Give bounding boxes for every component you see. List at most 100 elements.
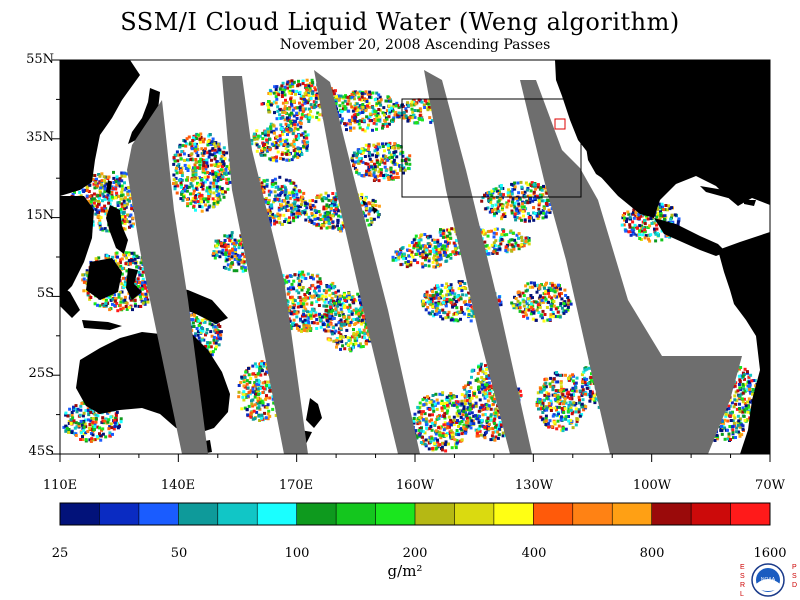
cloud-pixel <box>219 178 223 181</box>
cloud-pixel <box>127 251 131 255</box>
cloud-pixel <box>272 100 276 104</box>
cloud-pixel <box>290 306 294 309</box>
cloud-pixel <box>268 102 272 106</box>
cloud-pixel <box>310 84 314 88</box>
cloud-pixel <box>251 390 255 394</box>
cloud-pixel <box>120 174 124 178</box>
cloud-pixel <box>143 297 147 301</box>
cloud-pixel <box>271 397 275 401</box>
cloud-pixel <box>445 411 449 415</box>
cloud-pixel <box>292 195 296 199</box>
cloud-pixel <box>441 232 445 236</box>
cloud-pixel <box>281 93 285 97</box>
cloud-pixel <box>327 288 331 292</box>
cloud-pixel <box>94 181 98 185</box>
cloud-pixel <box>510 248 514 252</box>
cloud-pixel <box>280 127 284 130</box>
cloud-pixel <box>416 261 420 265</box>
cloud-pixel <box>426 395 429 399</box>
cloud-pixel <box>191 139 195 142</box>
cloud-pixel <box>312 277 315 281</box>
cloud-pixel <box>209 163 213 167</box>
cloud-pixel <box>339 347 342 351</box>
cloud-pixel <box>273 85 277 89</box>
cloud-pixel <box>88 183 92 187</box>
cloud-pixel <box>328 329 332 333</box>
cloud-pixel <box>467 424 471 428</box>
cloud-pixel <box>256 396 260 400</box>
cloud-pixel <box>334 311 338 315</box>
cloud-pixel <box>194 142 198 146</box>
cloud-pixel <box>300 199 304 203</box>
cloud-pixel <box>205 178 209 182</box>
cloud-pixel <box>450 227 454 231</box>
cloud-pixel <box>443 421 447 425</box>
cloud-pixel <box>242 380 246 384</box>
cloud-pixel <box>424 263 427 267</box>
cloud-pixel <box>128 196 132 200</box>
cloud-pixel <box>213 157 217 161</box>
cloud-pixel <box>448 289 452 292</box>
cloud-pixel <box>540 316 544 320</box>
cloud-pixel <box>386 95 390 99</box>
cloud-pixel <box>286 208 290 212</box>
cloud-pixel <box>515 244 518 248</box>
cloud-pixel <box>121 227 125 231</box>
cloud-pixel <box>550 304 554 308</box>
cloud-pixel <box>314 105 318 109</box>
cloud-pixel <box>178 153 182 157</box>
cloud-pixel <box>281 222 284 226</box>
cloud-pixel <box>304 115 308 119</box>
cloud-pixel <box>295 111 299 115</box>
cloud-pixel <box>357 308 361 312</box>
cloud-pixel <box>120 221 124 225</box>
cloud-pixel <box>411 110 415 114</box>
cloud-pixel <box>293 311 297 315</box>
cloud-pixel <box>443 244 446 248</box>
cloud-pixel <box>421 410 425 414</box>
cloud-pixel <box>444 316 448 320</box>
cloud-pixel <box>202 197 206 201</box>
cloud-pixel <box>341 344 345 348</box>
cloud-pixel <box>518 301 522 305</box>
cloud-pixel <box>549 313 553 317</box>
cloud-pixel <box>343 322 347 326</box>
cloud-pixel <box>252 384 256 388</box>
cloud-pixel <box>307 99 311 103</box>
cloud-pixel <box>210 158 213 162</box>
cloud-pixel <box>104 301 108 305</box>
cloud-pixel <box>255 149 259 153</box>
cloud-pixel <box>442 423 446 427</box>
cloud-pixel <box>332 299 335 303</box>
cloud-pixel <box>257 414 261 418</box>
cloud-pixel <box>132 251 136 255</box>
cloud-pixel <box>127 199 131 203</box>
cloud-pixel <box>301 286 305 289</box>
cloud-pixel <box>434 245 438 249</box>
cloud-pixel <box>309 89 312 93</box>
cloud-pixel <box>297 154 301 158</box>
cloud-pixel <box>186 202 190 206</box>
cloud-pixel <box>208 133 212 137</box>
cloud-pixel <box>538 301 542 305</box>
cloud-pixel <box>346 109 350 113</box>
cloud-pixel <box>268 386 272 390</box>
cloud-pixel <box>449 423 453 427</box>
cloud-pixel <box>558 287 562 291</box>
cloud-pixel <box>176 153 180 157</box>
cloud-pixel <box>130 251 134 255</box>
cloud-pixel <box>524 284 528 288</box>
cloud-pixel <box>328 314 332 318</box>
cloud-pixel <box>435 258 439 262</box>
cloud-pixel <box>357 319 361 322</box>
cloud-pixel <box>446 242 450 245</box>
cloud-pixel <box>114 259 118 263</box>
cloud-pixel <box>296 276 300 280</box>
cloud-pixel <box>190 184 194 188</box>
cloud-pixel <box>522 314 526 318</box>
cloud-pixel <box>545 306 549 309</box>
cloud-pixel <box>267 100 270 103</box>
cloud-pixel <box>199 132 203 136</box>
cloud-pixel <box>436 302 440 306</box>
cloud-pixel <box>98 221 102 225</box>
